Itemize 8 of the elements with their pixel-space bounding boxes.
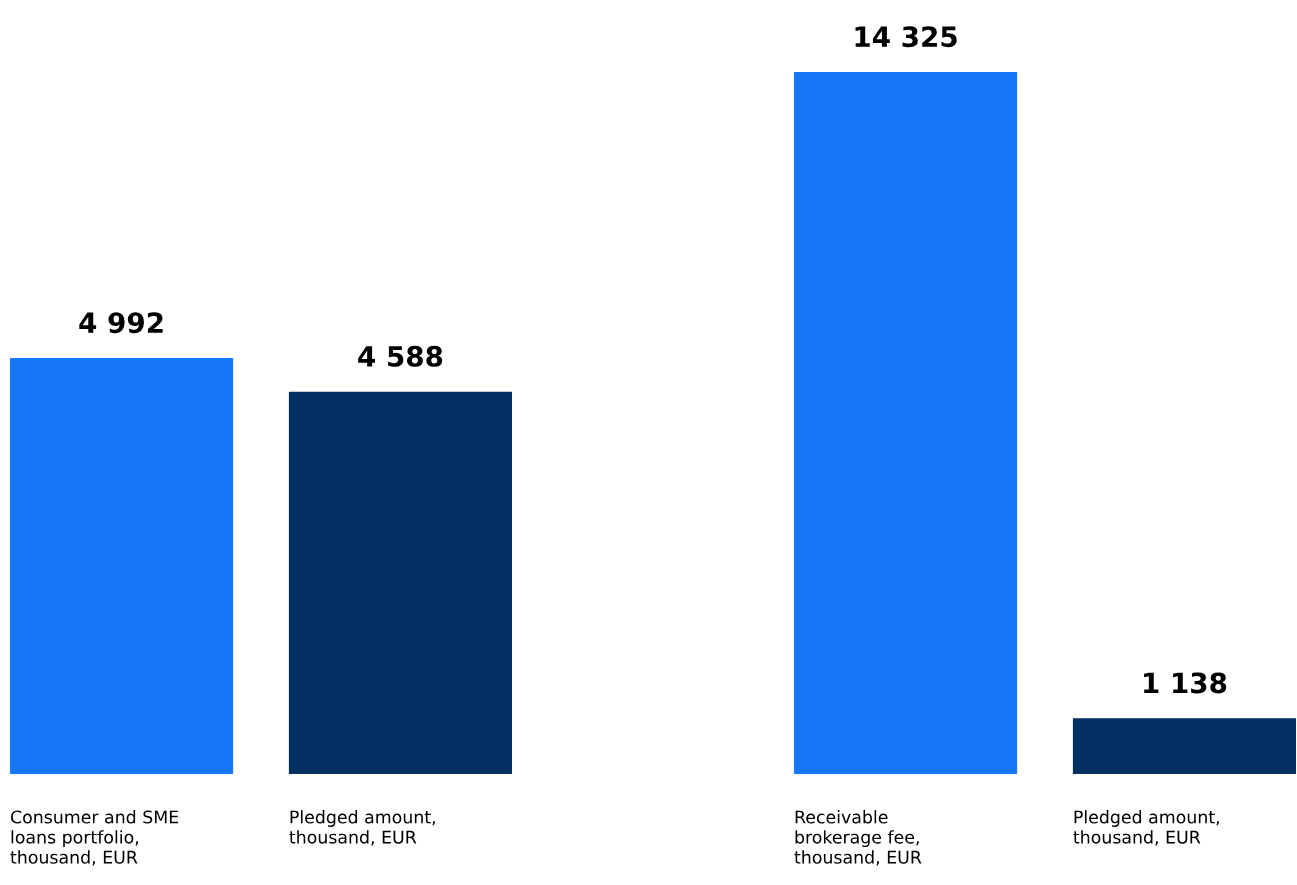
- data-label: 4 588: [358, 345, 443, 367]
- x-tick-label: Consumer and SME loans portfolio, thousand, EUR: [10, 810, 179, 866]
- data-label: 1 138: [1144, 672, 1227, 694]
- data-label: 4 992: [79, 312, 163, 334]
- x-tick-label: Pledged amount, thousand, EUR: [289, 810, 435, 846]
- x-tick-label: Pledged amount, thousand, EUR: [1073, 810, 1219, 846]
- data-label: 14 325: [855, 26, 957, 48]
- x-tick-label: Receivable brokerage fee, thousand, EUR: [794, 810, 922, 866]
